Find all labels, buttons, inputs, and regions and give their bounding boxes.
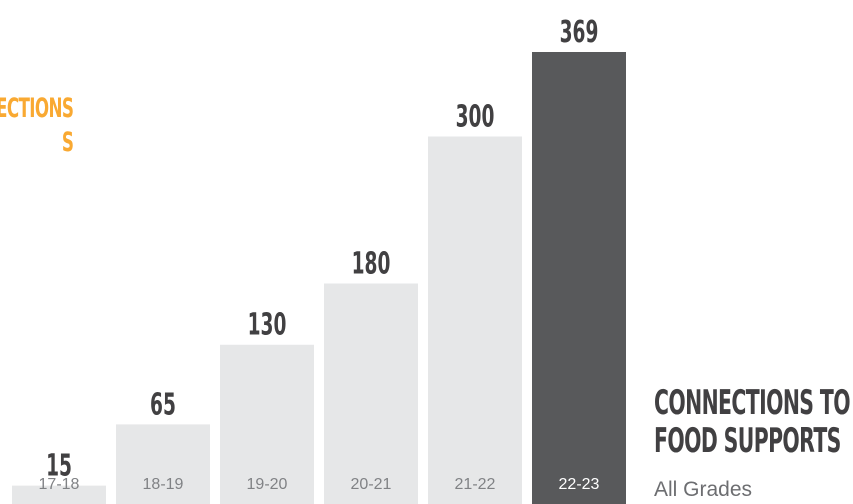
- category-label-19-20: 19-20: [247, 476, 288, 493]
- cut-off-title: ECTIONS S: [0, 92, 74, 160]
- bar-20-21: [324, 283, 418, 504]
- bar-22-23: [532, 52, 626, 504]
- bar-17-18: [12, 485, 106, 504]
- category-label-21-22: 21-22: [455, 476, 496, 493]
- category-label-17-18: 17-18: [39, 476, 80, 493]
- chart-subtitle: All Grades: [654, 478, 753, 501]
- cut-off-title-line-1: ECTIONS: [0, 93, 74, 124]
- value-label-21-22: 300: [456, 99, 495, 134]
- value-label-17-18: 15: [46, 448, 72, 483]
- chart-title-line-1: CONNECTIONS TO: [654, 383, 851, 423]
- chart-title: CONNECTIONS TO FOOD SUPPORTS: [654, 383, 851, 461]
- value-label-20-21: 180: [352, 246, 391, 281]
- bar-21-22: [428, 136, 522, 504]
- value-label-18-19: 65: [150, 387, 176, 422]
- category-label-22-23: 22-23: [559, 476, 600, 493]
- value-label-19-20: 130: [248, 307, 287, 342]
- cut-off-title-line-2: S: [61, 127, 74, 158]
- value-label-22-23: 369: [560, 14, 599, 49]
- bar-18-19: [116, 424, 210, 504]
- bar-19-20: [220, 344, 314, 504]
- chart-title-line-2: FOOD SUPPORTS: [654, 421, 841, 461]
- category-label-18-19: 18-19: [143, 476, 184, 493]
- category-label-20-21: 20-21: [351, 476, 392, 493]
